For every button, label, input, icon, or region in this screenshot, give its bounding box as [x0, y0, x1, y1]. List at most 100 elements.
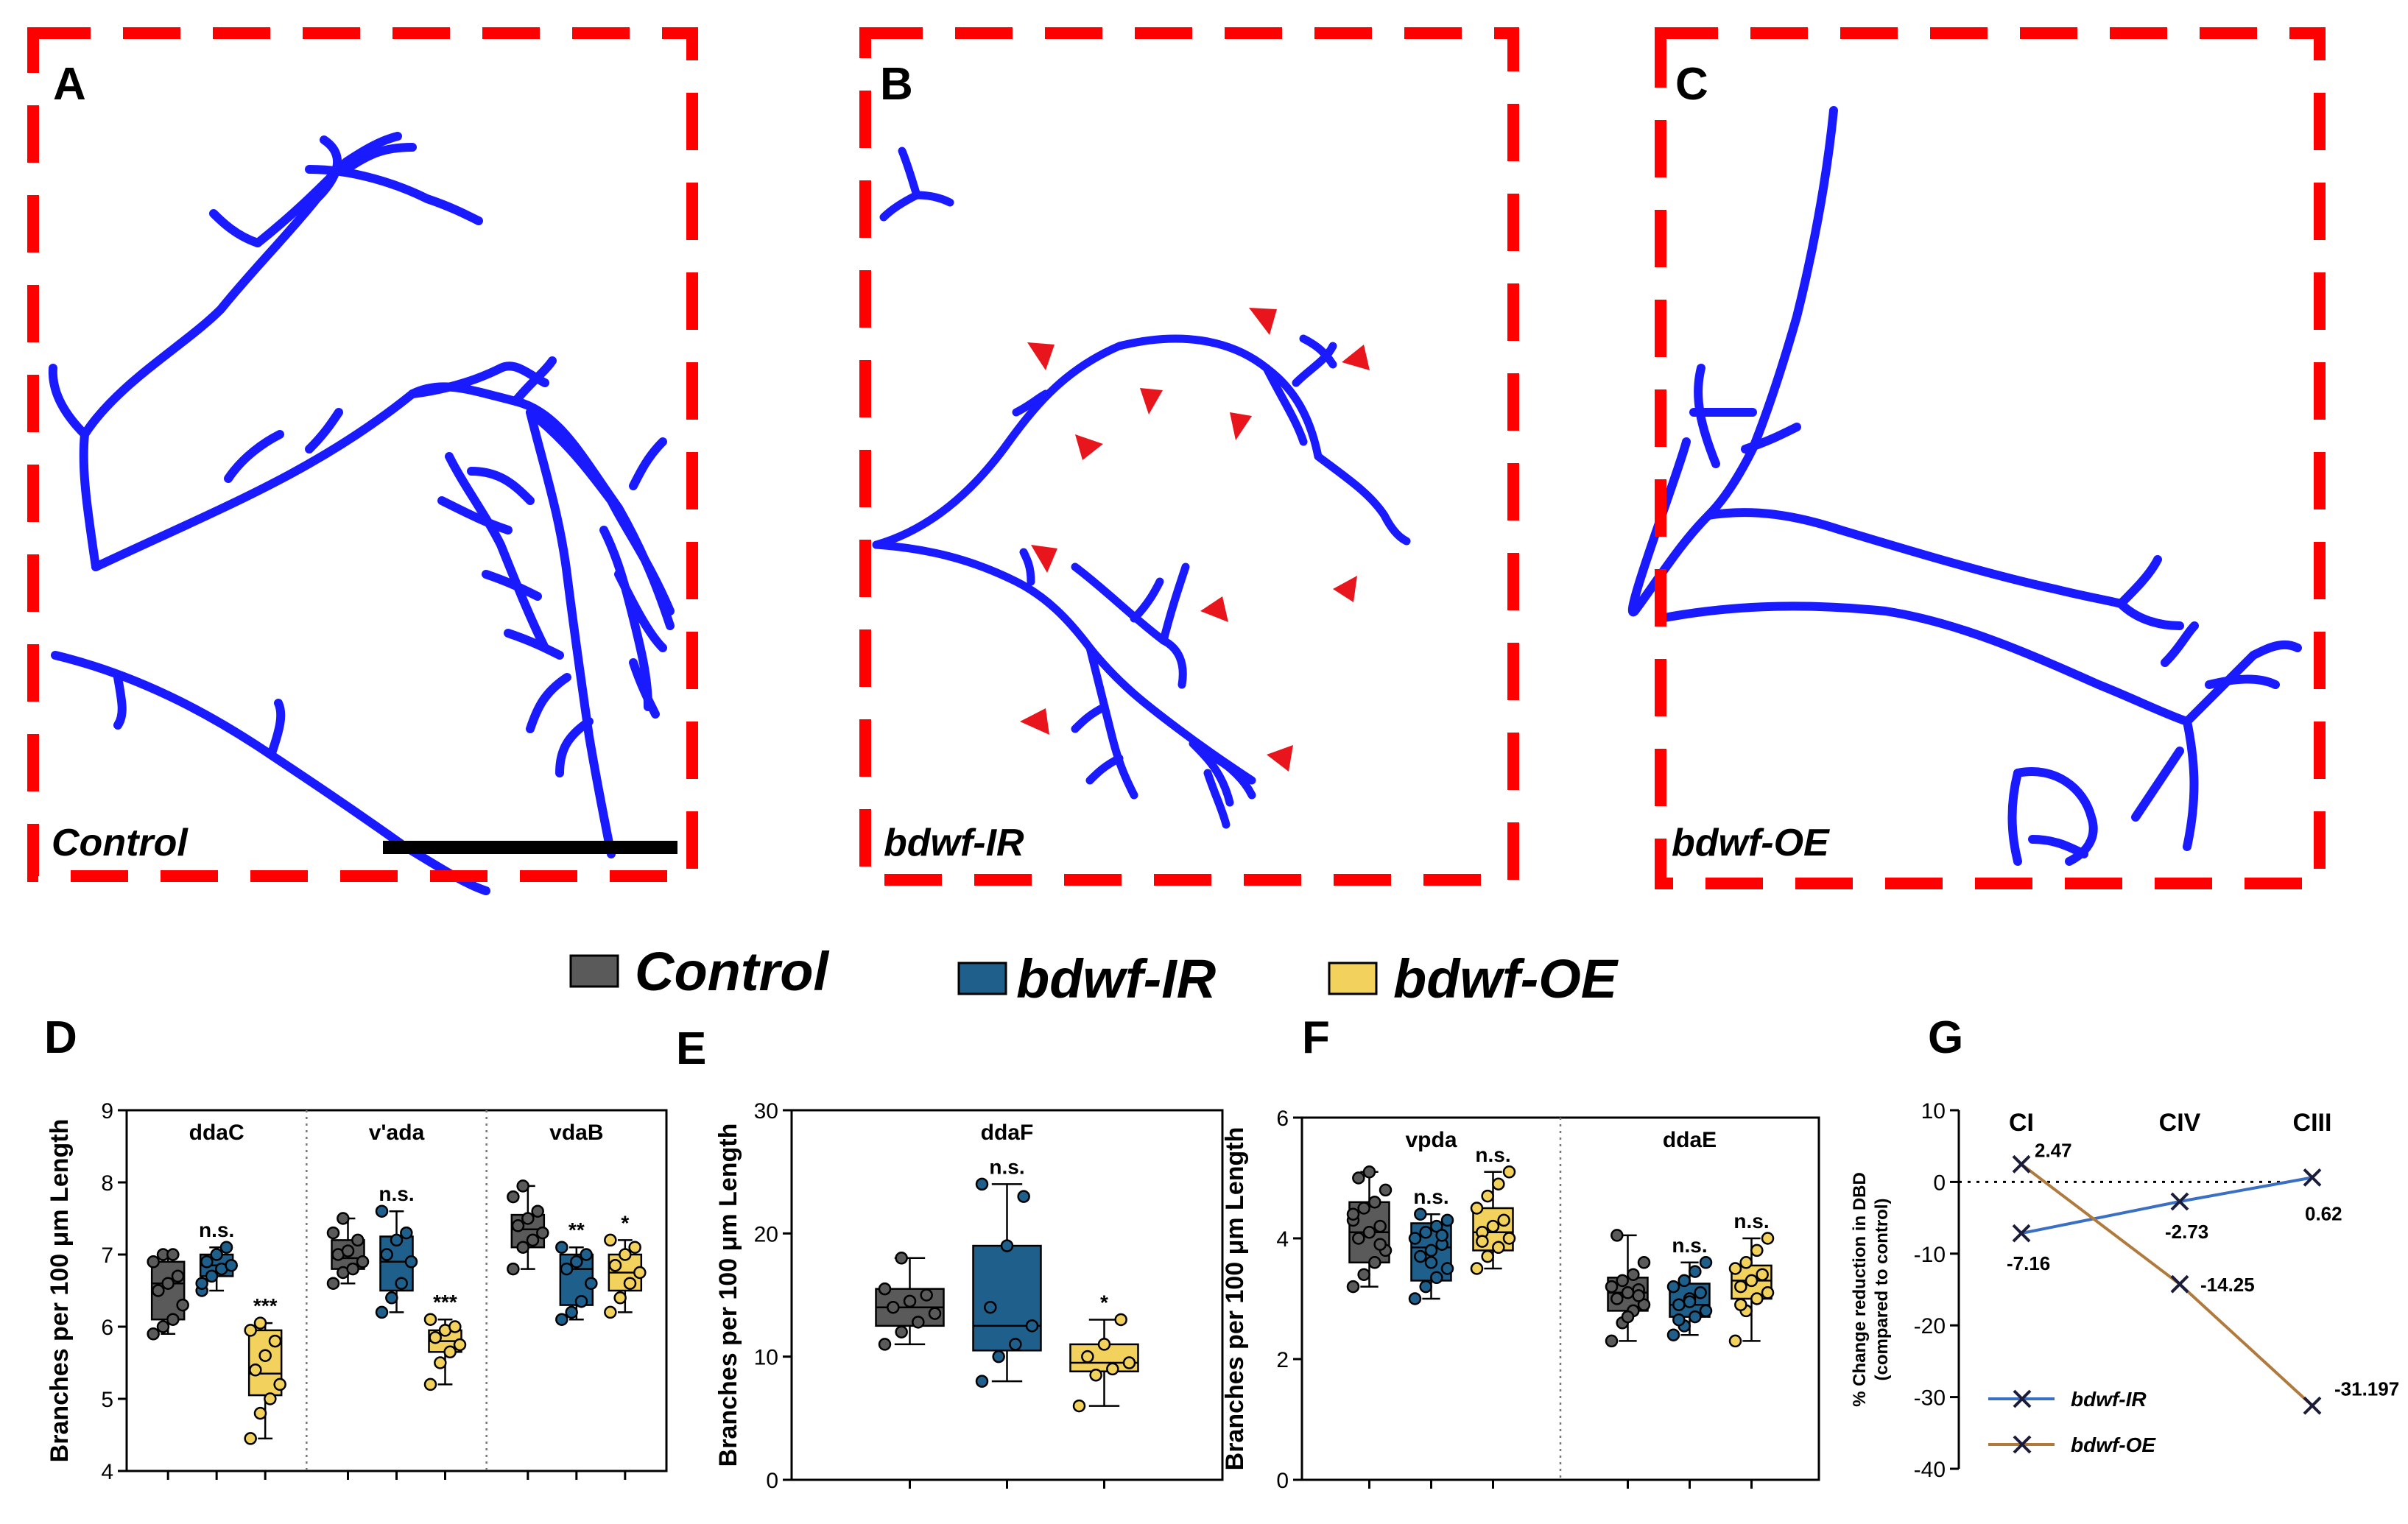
data-point-bdwfir: [1440, 1213, 1454, 1227]
data-point-bdwfoe: [633, 1266, 647, 1280]
series-line-bdwfoe: [2020, 1163, 2314, 1407]
data-point-bdwfir: [585, 1277, 598, 1290]
data-point-bdwfoe: [1745, 1274, 1759, 1288]
y-tick-label: 4: [101, 1460, 113, 1484]
data-point-bdwfir: [984, 1300, 997, 1314]
data-label-bdwfir: 0.62: [2305, 1202, 2342, 1224]
data-point-control: [1352, 1171, 1365, 1185]
marker-bdwfoe: [2012, 1154, 2031, 1174]
significance-bdwfir: n.s.: [1672, 1234, 1707, 1257]
legend: Control bdwf-IR bdwf-OE: [569, 941, 1619, 1009]
data-point-control: [1352, 1232, 1365, 1245]
data-point-bdwfir: [1408, 1232, 1422, 1245]
data-point-bdwfir: [1677, 1274, 1691, 1288]
legend-label-bdwfir: bdwf-IR: [2071, 1388, 2147, 1411]
data-point-control: [1616, 1274, 1629, 1288]
y-tick-label: 8: [101, 1171, 113, 1196]
data-point-bdwfir: [1699, 1256, 1713, 1269]
panel-b: B bdwf-IR: [859, 27, 1519, 886]
data-point-bdwfoe: [423, 1377, 437, 1391]
y-tick-label: 20: [754, 1222, 778, 1246]
data-point-bdwfir: [210, 1248, 223, 1261]
group-label-ddac: ddaC: [189, 1121, 244, 1145]
panel-c: C bdwf-OE: [1627, 27, 2326, 889]
frame-b: [859, 27, 1519, 886]
data-point-bdwfir: [1666, 1280, 1680, 1294]
y-tick-label: -40: [1914, 1458, 1946, 1482]
data-point-bdwfir: [1430, 1271, 1443, 1285]
data-point-control: [536, 1226, 549, 1240]
data-point-control: [1373, 1219, 1387, 1233]
panel-label-d: D: [44, 1012, 77, 1063]
legend-swatch-ir: [957, 962, 1007, 995]
data-point-control: [1368, 1196, 1381, 1209]
data-point-bdwfir: [395, 1277, 408, 1290]
data-point-bdwfir: [205, 1269, 219, 1283]
y-axis-label: Branches per 100 μm Length: [1221, 1127, 1249, 1471]
data-point-control: [1637, 1256, 1651, 1269]
data-point-bdwfoe: [604, 1305, 617, 1319]
data-point-bdwfir: [390, 1233, 404, 1247]
data-point-control: [1379, 1183, 1393, 1197]
data-point-control: [516, 1241, 529, 1254]
data-point-bdwfoe: [1476, 1235, 1489, 1248]
data-point-control: [337, 1212, 350, 1225]
data-point-bdwfoe: [1486, 1219, 1500, 1233]
data-point-bdwfoe: [1470, 1202, 1484, 1215]
data-point-control: [166, 1313, 180, 1326]
data-point-control: [895, 1252, 908, 1265]
y-tick-label: 9: [101, 1099, 113, 1123]
significance-bdwfoe: *: [621, 1211, 629, 1234]
data-point-bdwfir: [1689, 1265, 1702, 1278]
data-point-bdwfir: [380, 1248, 393, 1261]
data-point-bdwfoe: [619, 1248, 632, 1261]
y-tick-label: 0: [1276, 1469, 1289, 1493]
neuron-tracing-ir: [872, 147, 1411, 829]
y-tick-label: 4: [1276, 1227, 1289, 1252]
legend-label-control: Control: [635, 941, 829, 1002]
data-point-control: [147, 1255, 160, 1269]
data-point-bdwfir: [404, 1255, 418, 1269]
significance-bdwfir: n.s.: [989, 1155, 1024, 1178]
data-point-bdwfir: [1699, 1304, 1713, 1318]
data-point-bdwfir: [555, 1313, 568, 1326]
data-point-bdwfir: [1424, 1256, 1438, 1269]
data-point-bdwfir: [1683, 1295, 1697, 1308]
data-point-bdwfoe: [1734, 1280, 1747, 1294]
data-point-control: [356, 1255, 370, 1269]
y-tick-label: 6: [101, 1316, 113, 1340]
data-point-control: [511, 1219, 525, 1232]
data-point-control: [903, 1294, 917, 1308]
y-tick-label: 5: [101, 1388, 113, 1412]
data-point-bdwfir: [1689, 1310, 1702, 1324]
panel-label-c: C: [1675, 59, 1708, 110]
data-point-bdwfir: [1025, 1319, 1039, 1333]
data-point-control: [1610, 1292, 1624, 1305]
marker-bdwfoe: [2303, 1396, 2322, 1415]
data-point-control: [326, 1277, 340, 1290]
data-point-control: [1627, 1268, 1640, 1281]
data-point-control: [166, 1248, 180, 1261]
data-point-bdwfoe: [1122, 1356, 1136, 1369]
data-point-bdwfir: [1414, 1249, 1427, 1263]
frame-a: [27, 27, 698, 882]
data-point-bdwfir: [1672, 1298, 1686, 1311]
data-label-bdwfir: -2.73: [2165, 1221, 2208, 1243]
data-point-bdwfoe: [1756, 1268, 1769, 1281]
data-point-bdwfoe: [253, 1316, 267, 1330]
data-point-control: [1632, 1289, 1645, 1302]
panel-label-b: B: [880, 59, 913, 110]
data-point-bdwfoe: [1761, 1286, 1775, 1299]
group-label-ddaf: ddaF: [981, 1121, 1034, 1145]
y-tick-label: 2: [1276, 1348, 1289, 1372]
data-point-bdwfoe: [443, 1345, 457, 1359]
data-point-bdwfir: [574, 1294, 588, 1308]
data-point-bdwfoe: [1114, 1313, 1127, 1327]
data-point-bdwfir: [1000, 1239, 1014, 1252]
data-point-control: [507, 1190, 520, 1204]
data-point-bdwfir: [992, 1350, 1005, 1364]
significance-bdwfoe: n.s.: [1475, 1143, 1510, 1166]
category-label-ci: CI: [2009, 1109, 2034, 1137]
data-point-bdwfoe: [448, 1320, 462, 1333]
genotype-label-control: Control: [52, 822, 189, 864]
